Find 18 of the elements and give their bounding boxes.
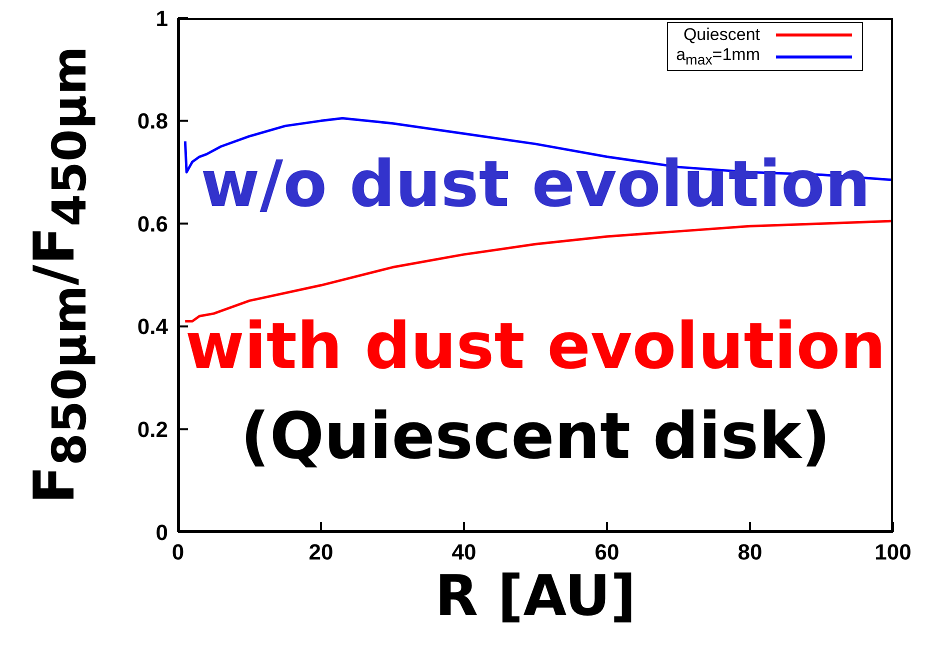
x-tick-label: 20 <box>308 540 334 565</box>
legend-label: a$_{max}$=1mm <box>676 45 760 68</box>
y-tick-label: 0 <box>156 520 168 545</box>
x-axis-title: R [AU] <box>434 564 637 629</box>
y-tick-label: 1 <box>156 6 168 31</box>
y-tick-label: 0.6 <box>137 211 168 236</box>
y-tick-label: 0.8 <box>137 108 168 134</box>
x-tick-label: 40 <box>452 540 476 565</box>
annotation: with dust evolution <box>184 310 887 384</box>
x-tick-label: 100 <box>874 540 912 565</box>
y-tick-label: 0.4 <box>137 314 169 340</box>
legend-label: Quiescent <box>683 25 760 45</box>
x-tick-label: 0 <box>172 540 184 565</box>
annotation: (Quiescent disk) <box>239 400 832 474</box>
x-tick-label: 80 <box>738 540 762 565</box>
x-tick-label: 60 <box>594 540 620 565</box>
annotation: w/o dust evolution <box>200 148 872 222</box>
y-tick-label: 0.2 <box>137 417 168 442</box>
